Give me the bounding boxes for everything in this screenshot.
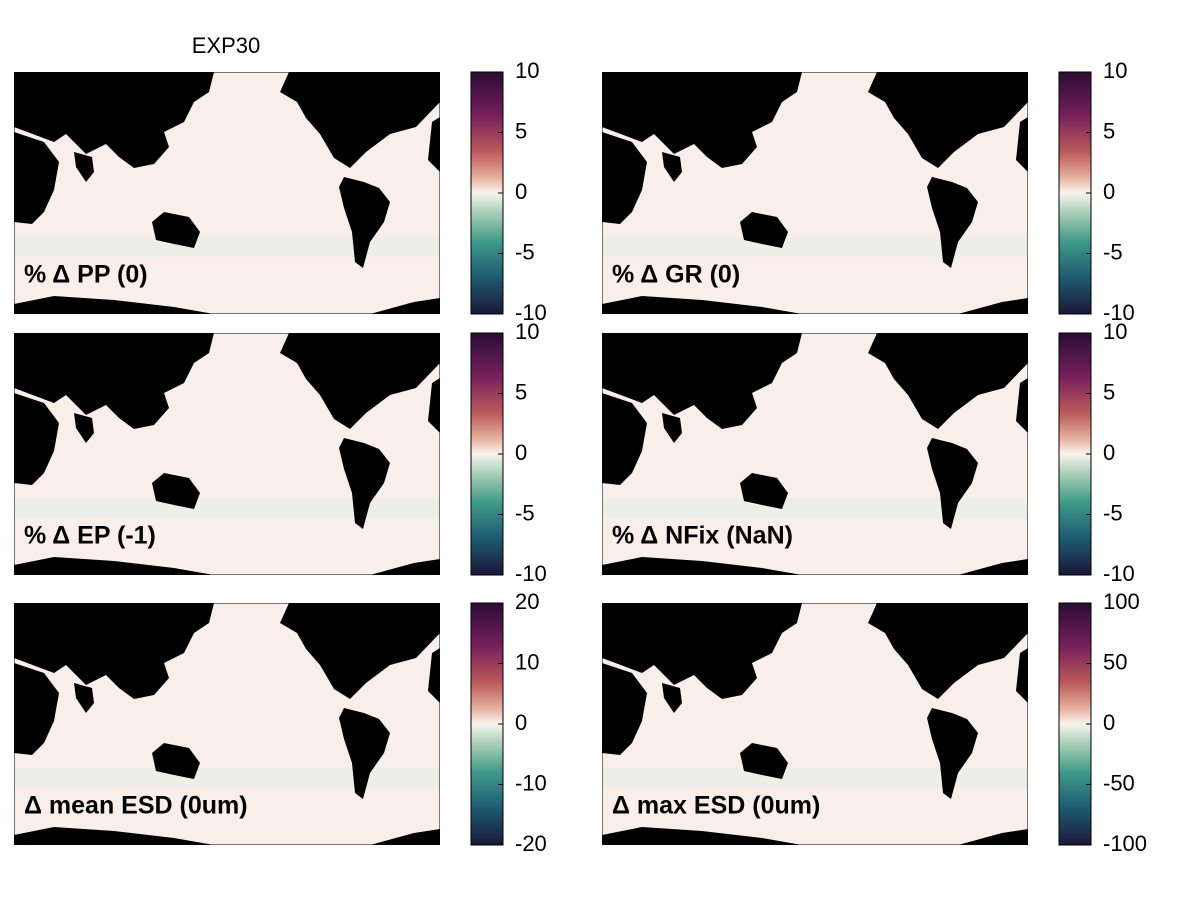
colorbar-tick-label: 5 bbox=[515, 379, 527, 404]
colorbar-tick-label: -10 bbox=[515, 561, 547, 586]
colorbar-tick-label: 5 bbox=[515, 118, 527, 143]
colorbar-tick-label: -10 bbox=[515, 770, 547, 795]
colorbar-tick-label: -50 bbox=[1103, 770, 1135, 795]
colorbar-tick-label: 20 bbox=[515, 589, 539, 614]
colorbar-tick-label: 0 bbox=[1103, 710, 1115, 735]
colorbar-tick-label: 0 bbox=[515, 440, 527, 465]
colorbar-tick-label: 10 bbox=[515, 649, 539, 674]
colorbar-tick-label: -5 bbox=[515, 239, 535, 264]
colorbar-tick-label: 10 bbox=[1103, 319, 1127, 344]
colorbar-tick-label: 0 bbox=[515, 710, 527, 735]
colorbar-tick-label: 100 bbox=[1103, 589, 1140, 614]
colorbar-tick-label: -20 bbox=[515, 831, 547, 856]
colorbar-tick-label: -5 bbox=[515, 500, 535, 525]
colorbar-tick-label: -10 bbox=[515, 300, 547, 325]
colorbar-tick-label: 10 bbox=[515, 319, 539, 344]
colorbar-tick-label: 10 bbox=[515, 58, 539, 83]
colorbar-tick-label: 5 bbox=[1103, 118, 1115, 143]
panel-label: % Δ GR (0) bbox=[612, 261, 740, 289]
colorbar bbox=[1058, 71, 1092, 315]
figure-title: EXP30 bbox=[192, 33, 261, 58]
colorbar-tick-label: 0 bbox=[1103, 440, 1115, 465]
colorbar-tick-label: 0 bbox=[1103, 179, 1115, 204]
colorbar-tick-label: -10 bbox=[1103, 561, 1135, 586]
panel-label: % Δ NFix (NaN) bbox=[612, 522, 793, 550]
colorbar-tick-label: 50 bbox=[1103, 649, 1127, 674]
colorbar-tick-label: -100 bbox=[1103, 831, 1147, 856]
colorbar bbox=[470, 332, 504, 576]
colorbar bbox=[1058, 332, 1092, 576]
panel-label: % Δ EP (-1) bbox=[24, 522, 156, 550]
colorbar-tick-label: 5 bbox=[1103, 379, 1115, 404]
colorbar-tick-label: 10 bbox=[1103, 58, 1127, 83]
colorbar-tick-label: 0 bbox=[515, 179, 527, 204]
panel-label: % Δ PP (0) bbox=[24, 261, 148, 289]
colorbar-tick-label: -5 bbox=[1103, 500, 1123, 525]
colorbar-tick-label: -10 bbox=[1103, 300, 1135, 325]
colorbar bbox=[470, 71, 504, 315]
panel-label: Δ max ESD (0um) bbox=[612, 792, 820, 820]
colorbar-tick-label: -5 bbox=[1103, 239, 1123, 264]
panel-label: Δ mean ESD (0um) bbox=[24, 792, 248, 820]
